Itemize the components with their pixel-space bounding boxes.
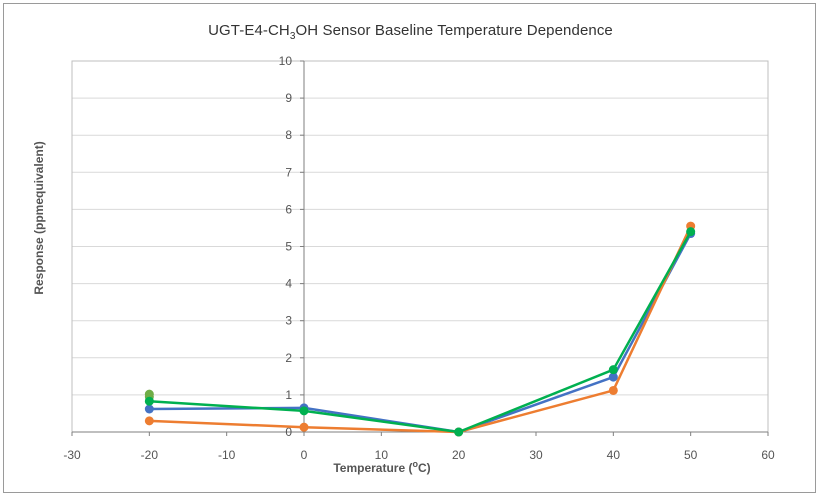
data-point [144, 404, 154, 414]
y-tick-label: 10 [279, 54, 293, 68]
data-point [144, 416, 154, 426]
tick-labels: -30 -20 -10 0 10 20 30 40 50 60 0 1 2 3 4 5 6 7 8 9 10 [63, 54, 775, 462]
x-tick-label: -10 [218, 448, 236, 462]
x-tick-label: 40 [607, 448, 621, 462]
series-line [149, 231, 692, 434]
grid-lines [72, 60, 768, 396]
data-point [144, 396, 154, 406]
y-tick-label: 4 [285, 277, 292, 291]
y-tick-label: 6 [285, 202, 292, 216]
x-tick-label: 0 [301, 448, 308, 462]
data-point [608, 372, 618, 382]
y-tick-label: 9 [285, 91, 292, 105]
data-point [454, 427, 464, 437]
axes [71, 60, 769, 436]
y-tick-label: 3 [285, 314, 292, 328]
y-axis-label: Response (ppmequivalent) [32, 141, 46, 294]
chart-title: UGT-E4-CH3OH Sensor Baseline Temperature… [208, 22, 613, 42]
data-point [299, 406, 309, 416]
x-tick-label: -20 [141, 448, 159, 462]
series-line [149, 232, 692, 434]
data-point [608, 365, 618, 375]
series-line [149, 225, 692, 434]
x-axis-label: Temperature (oC) [333, 459, 430, 475]
x-tick-label: 30 [529, 448, 543, 462]
x-tick-label: 20 [452, 448, 466, 462]
y-tick-label: 2 [285, 351, 292, 365]
x-tick-label: 60 [761, 448, 775, 462]
x-tick-label: 10 [375, 448, 389, 462]
data-point [608, 385, 618, 395]
series-layer [144, 221, 696, 437]
y-tick-label: 7 [285, 165, 292, 179]
x-tick-label: -30 [63, 448, 81, 462]
x-tick-label: 50 [684, 448, 698, 462]
y-tick-label: 0 [285, 425, 292, 439]
data-point [299, 422, 309, 432]
y-tick-label: 8 [285, 128, 292, 142]
y-tick-label: 1 [285, 388, 292, 402]
y-tick-label: 5 [285, 240, 292, 254]
data-point [686, 227, 696, 237]
